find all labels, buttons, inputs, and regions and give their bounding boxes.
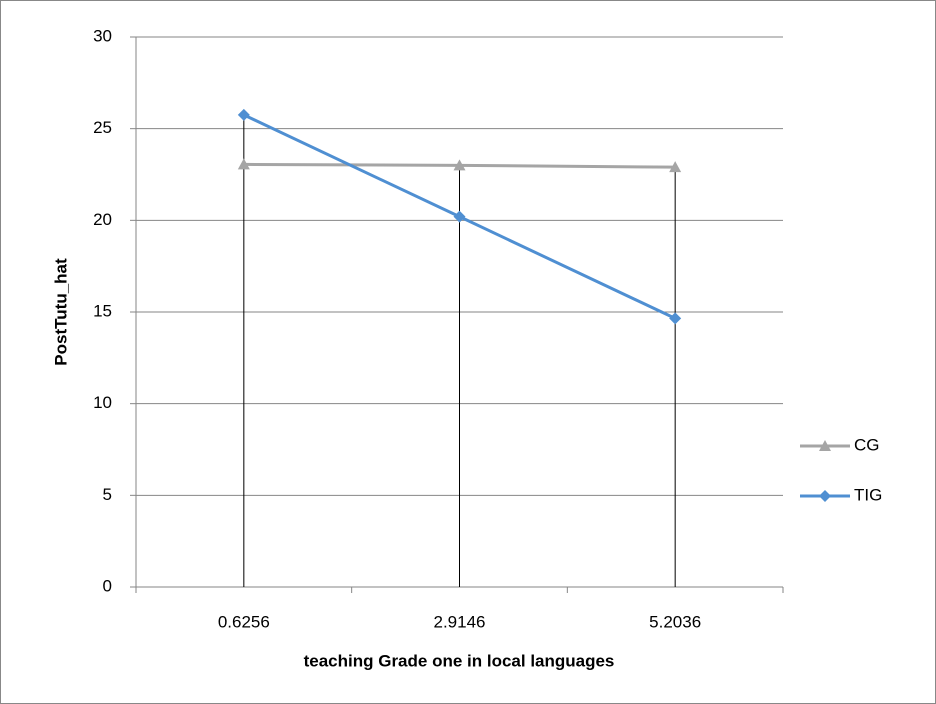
y-tick-label: 10 — [93, 393, 112, 412]
x-tick-label: 0.6256 — [218, 612, 270, 631]
point — [669, 312, 682, 325]
point — [453, 159, 466, 171]
x-axis-title: teaching Grade one in local languages — [304, 651, 615, 670]
x-tick-label: 5.2036 — [649, 612, 701, 631]
x-tick-label: 2.9146 — [434, 612, 486, 631]
legend-marker — [819, 490, 831, 502]
y-tick-label: 0 — [103, 576, 112, 595]
y-tick-label: 20 — [93, 210, 112, 229]
legend-label: CG — [854, 435, 880, 454]
legend-label: TIG — [854, 485, 882, 504]
legend-marker — [819, 440, 831, 451]
y-tick-label: 5 — [103, 485, 112, 504]
point — [237, 108, 250, 121]
y-tick-label: 30 — [93, 26, 112, 45]
point — [453, 210, 466, 223]
y-tick-label: 25 — [93, 118, 112, 137]
y-tick-label: 15 — [93, 301, 112, 320]
y-axis-title: PostTutu_hat — [51, 258, 70, 366]
point — [669, 161, 682, 173]
point — [237, 158, 250, 170]
